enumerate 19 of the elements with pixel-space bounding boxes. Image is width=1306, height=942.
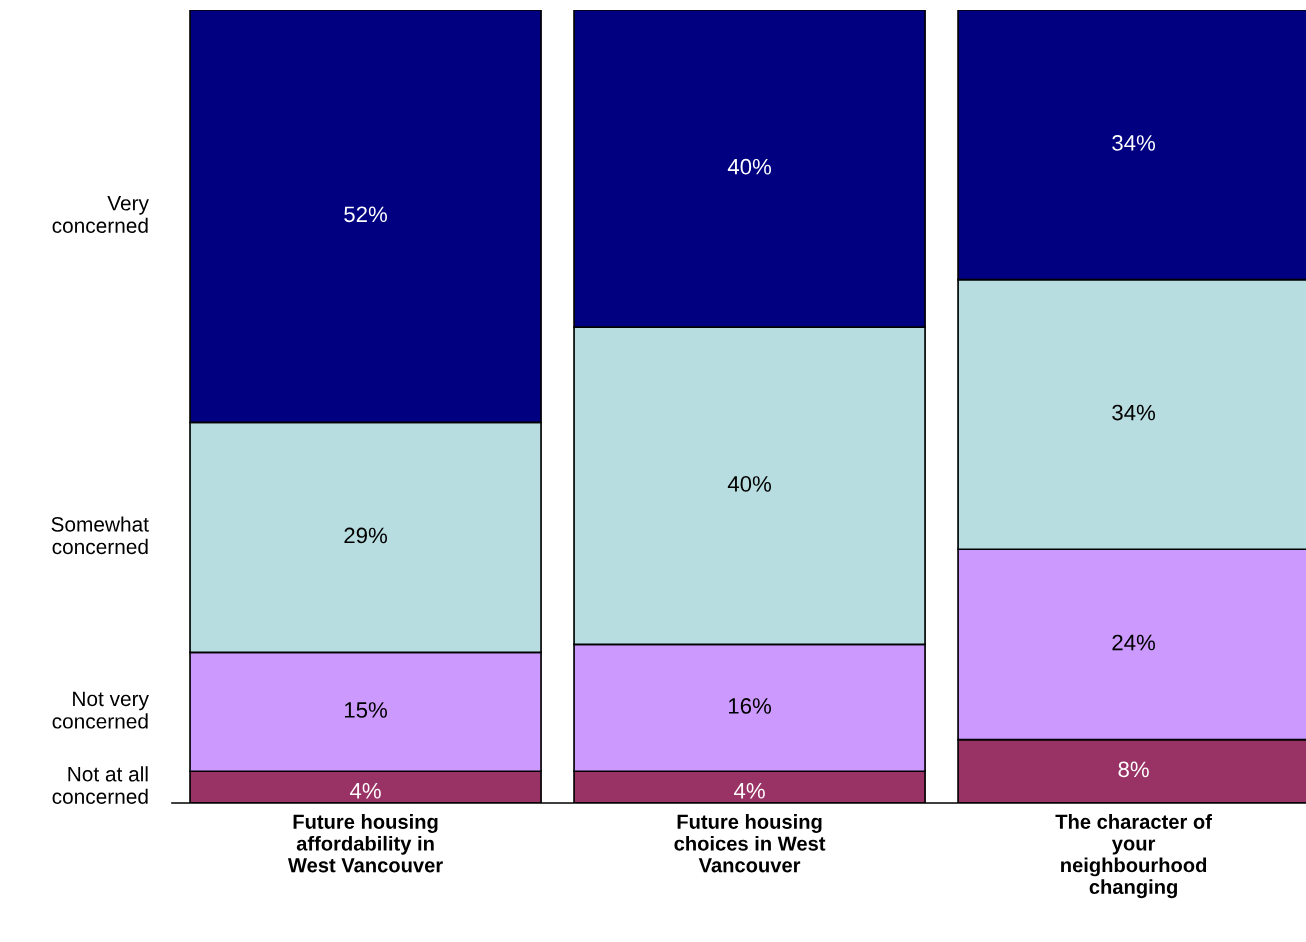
x-tick-label: Future housing affordability in West Vancouver <box>287 814 443 873</box>
data-label: 24% <box>1112 634 1156 651</box>
data-label: 34% <box>1112 135 1156 151</box>
x-tick-label: The character of your neighbourhood changing <box>1055 814 1212 899</box>
data-label: 52% <box>344 206 387 223</box>
series-label: Somewhat concerned <box>51 516 149 555</box>
data-label: 4% <box>350 782 381 799</box>
data-label: 34% <box>1112 404 1156 421</box>
data-label: 4% <box>734 782 765 799</box>
data-label: 40% <box>727 476 772 492</box>
data-label: 8% <box>1118 761 1149 778</box>
x-tick-label: Future housing choices in West Vancouver <box>674 814 826 873</box>
series-label: Very concerned <box>52 196 149 233</box>
data-label: 40% <box>727 158 772 175</box>
data-label: 15% <box>345 702 387 718</box>
data-label: 16% <box>729 698 772 714</box>
series-label: Not very concerned <box>52 691 149 729</box>
text: Not at all concerned <box>52 766 148 804</box>
data-label: 29% <box>344 527 387 544</box>
